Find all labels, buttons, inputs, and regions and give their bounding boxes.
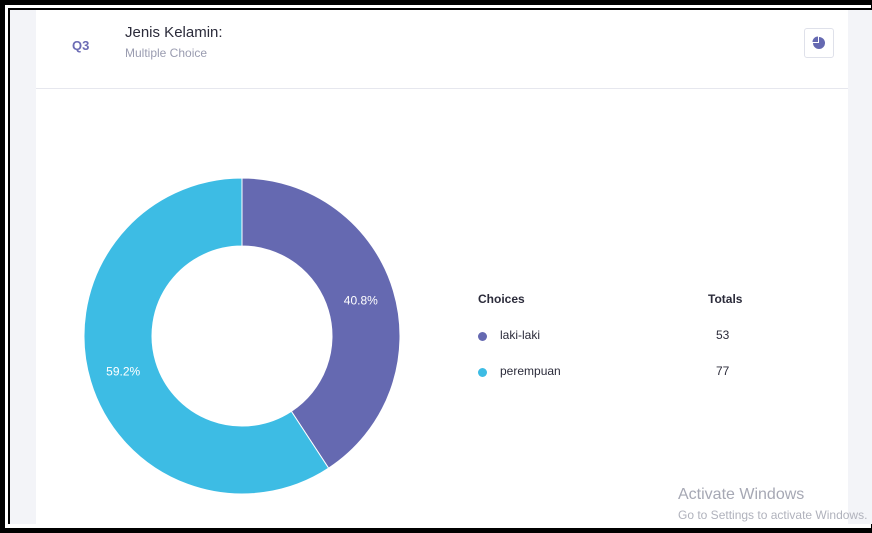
legend-total: 77	[716, 364, 730, 378]
donut-percent-label: 59.2%	[106, 364, 140, 378]
pie-chart-icon	[812, 36, 825, 49]
activate-windows-title: Activate Windows	[678, 486, 805, 503]
legend-row: perempuan 77	[478, 364, 778, 382]
donut-slice-perempuan	[83, 177, 330, 495]
question-number: Q3	[72, 38, 90, 53]
activate-windows-subtitle: Go to Settings to activate Windows.	[678, 508, 868, 522]
legend-row: laki-laki 53	[478, 328, 778, 346]
legend-dot-laki-laki	[478, 332, 487, 341]
donut-chart: 40.8% 59.2%	[83, 177, 401, 495]
chart-type-button[interactable]	[804, 28, 834, 58]
question-card: Q3 Jenis Kelamin: Multiple Choice 40.8% 5…	[36, 10, 848, 524]
header-divider	[36, 88, 848, 89]
legend-totals-header: Totals	[708, 292, 743, 306]
donut-percent-label: 40.8%	[344, 294, 378, 308]
donut-slice-laki-laki	[241, 177, 401, 469]
question-type: Multiple Choice	[125, 46, 208, 60]
question-title: Jenis Kelamin:	[125, 24, 223, 41]
legend-dot-perempuan	[478, 368, 487, 377]
legend-label: laki-laki	[500, 328, 541, 342]
legend-choices-header: Choices	[478, 292, 525, 306]
legend-total: 53	[716, 328, 730, 342]
legend-label: perempuan	[500, 364, 561, 378]
report-panel: Q3 Jenis Kelamin: Multiple Choice 40.8% 5…	[8, 8, 872, 524]
